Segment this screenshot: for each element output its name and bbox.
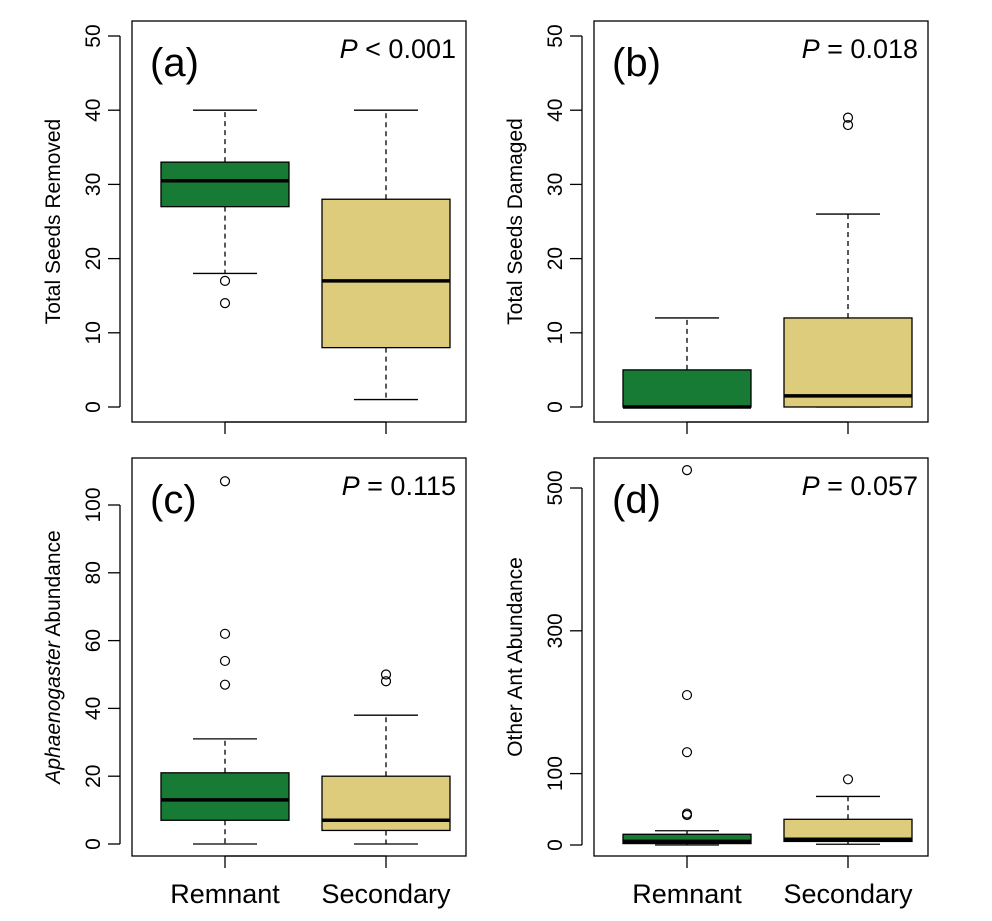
iqr-box: [783, 317, 913, 408]
y-tick-label: 20: [82, 247, 105, 270]
p-value-text: = 0.057: [820, 471, 918, 501]
y-tick-label: 40: [544, 99, 567, 122]
outlier-point: [681, 747, 693, 758]
y-axis-title-text: Total Seeds Damaged: [504, 118, 527, 325]
panel-label: (c): [150, 478, 197, 522]
outlier-point: [219, 628, 231, 639]
p-value-text: = 0.018: [820, 34, 918, 64]
panel-d: 0 100 300 500 Remnant Secondary Other Ant Abun…: [504, 457, 929, 909]
y-tick-label: 40: [82, 697, 105, 720]
y-axis-title: Total Seeds Removed: [42, 119, 65, 324]
y-tick-label: 10: [82, 321, 105, 344]
y-tick-label: 0: [82, 838, 105, 850]
iqr-box: [321, 775, 451, 832]
outlier-point: [219, 476, 231, 487]
panel-b: 0 10 20 30 40 50 Total Seeds Damaged (b) P = 0.0…: [504, 20, 929, 434]
y-axis-title-text: Other Ant Abundance: [504, 557, 527, 757]
y-tick-label: 0: [544, 401, 567, 413]
category-label: Remnant: [170, 879, 280, 909]
y-tick-label: 300: [544, 613, 567, 648]
outlier-point: [219, 298, 231, 309]
p-value: P < 0.001: [340, 34, 456, 64]
p-value-symbol: P: [340, 34, 358, 64]
panel-label: (b): [612, 41, 661, 85]
category-label: Secondary: [783, 879, 913, 909]
box-remnant: [160, 476, 290, 845]
y-tick-label: 100: [544, 756, 567, 791]
panel-a: 0 10 20 30 40 50 Total Seeds Removed (a) P < 0.0…: [42, 20, 467, 434]
box-secondary: [321, 669, 451, 845]
outlier-point: [681, 689, 693, 701]
outlier-point: [219, 275, 231, 286]
category-label: Remnant: [632, 879, 742, 909]
outlier-point: [219, 679, 231, 690]
y-tick-label: 0: [544, 839, 567, 851]
y-tick-label: 30: [544, 173, 567, 196]
y-tick-label: 10: [544, 321, 567, 344]
box-secondary: [321, 109, 451, 401]
y-tick-label: 0: [82, 401, 105, 413]
iqr-box: [622, 833, 752, 845]
box-remnant: [622, 465, 752, 846]
iqr-box: [160, 772, 290, 821]
y-axis-title-text: Total Seeds Removed: [42, 119, 65, 324]
category-label: Secondary: [321, 879, 451, 909]
iqr-box: [321, 198, 451, 349]
y-axis-title: Total Seeds Damaged: [504, 118, 527, 325]
p-value: P = 0.115: [342, 471, 456, 501]
iqr-box: [783, 818, 913, 843]
outlier-point: [380, 669, 392, 680]
y-tick-label: 50: [544, 24, 567, 47]
p-value-text: = 0.115: [360, 471, 456, 501]
panel-c: 0 20 40 60 80 100 Remnant Secondary Aphaenogaste…: [42, 457, 467, 909]
y-tick-label: 20: [544, 247, 567, 270]
iqr-box: [622, 369, 752, 408]
outlier-point: [681, 808, 693, 819]
y-tick-label: 20: [82, 765, 105, 788]
outlier-point: [380, 676, 392, 687]
outlier-point: [842, 774, 854, 785]
p-value: P = 0.018: [802, 34, 918, 64]
y-tick-label: 40: [82, 99, 105, 122]
outlier-point: [219, 655, 231, 667]
y-tick-label: 100: [82, 487, 105, 522]
outlier-point: [842, 112, 854, 123]
outlier-point: [681, 465, 693, 476]
p-value-symbol: P: [342, 471, 360, 501]
panel-label: (a): [150, 41, 199, 85]
p-value-text: < 0.001: [358, 34, 456, 64]
p-value: P = 0.057: [802, 471, 918, 501]
box-remnant: [160, 109, 290, 309]
panel-label: (d): [612, 478, 661, 522]
box-secondary: [783, 774, 913, 845]
p-value-symbol: P: [802, 34, 820, 64]
y-axis-title-italic: Aphaenogaster: [42, 640, 65, 785]
box-remnant: [622, 317, 752, 409]
y-tick-label: 30: [82, 173, 105, 196]
y-axis-title: Other Ant Abundance: [504, 557, 527, 757]
box-secondary: [783, 112, 913, 408]
outlier-point: [842, 119, 854, 131]
p-value-symbol: P: [802, 471, 820, 501]
y-axis-title: Aphaenogaster Abundance: [42, 530, 65, 785]
y-tick-label: 50: [82, 24, 105, 47]
iqr-box: [160, 161, 290, 208]
y-tick-label: 80: [82, 561, 105, 584]
y-tick-label: 60: [82, 629, 105, 652]
y-axis-title-text: Abundance: [42, 530, 65, 641]
y-tick-label: 500: [544, 470, 567, 505]
